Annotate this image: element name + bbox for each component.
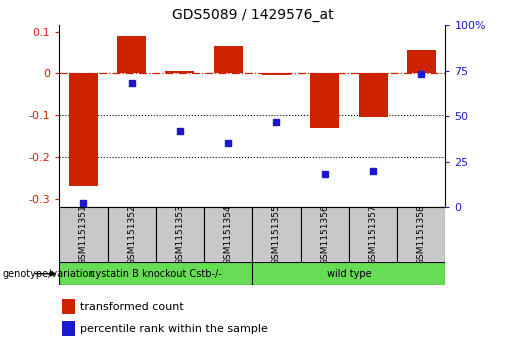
- Text: GSM1151355: GSM1151355: [272, 205, 281, 265]
- Text: GSM1151358: GSM1151358: [417, 205, 426, 265]
- Bar: [165, 71, 194, 73]
- Text: genotype/variation: genotype/variation: [3, 269, 95, 279]
- Text: GSM1151353: GSM1151353: [176, 205, 184, 265]
- FancyBboxPatch shape: [108, 207, 156, 263]
- FancyBboxPatch shape: [204, 207, 252, 263]
- Bar: [214, 46, 243, 73]
- Text: transformed count: transformed count: [80, 302, 183, 312]
- Title: GDS5089 / 1429576_at: GDS5089 / 1429576_at: [171, 8, 333, 22]
- Text: GSM1151357: GSM1151357: [369, 205, 377, 265]
- Text: wild type: wild type: [327, 269, 371, 279]
- Text: percentile rank within the sample: percentile rank within the sample: [80, 323, 268, 334]
- Text: GSM1151352: GSM1151352: [127, 205, 136, 265]
- Text: GSM1151354: GSM1151354: [224, 205, 233, 265]
- FancyBboxPatch shape: [156, 207, 204, 263]
- FancyBboxPatch shape: [397, 207, 445, 263]
- FancyBboxPatch shape: [252, 262, 445, 285]
- Bar: [117, 36, 146, 73]
- Text: GSM1151356: GSM1151356: [320, 205, 329, 265]
- Bar: [69, 73, 98, 186]
- Text: cystatin B knockout Cstb-/-: cystatin B knockout Cstb-/-: [90, 269, 221, 279]
- Bar: [310, 73, 339, 128]
- Bar: [62, 299, 75, 314]
- Bar: [407, 50, 436, 73]
- Bar: [62, 321, 75, 336]
- FancyBboxPatch shape: [59, 262, 252, 285]
- FancyBboxPatch shape: [252, 207, 301, 263]
- Text: GSM1151351: GSM1151351: [79, 205, 88, 265]
- FancyBboxPatch shape: [349, 207, 397, 263]
- FancyBboxPatch shape: [301, 207, 349, 263]
- FancyBboxPatch shape: [59, 207, 108, 263]
- Bar: [358, 73, 388, 117]
- Bar: [262, 73, 291, 75]
